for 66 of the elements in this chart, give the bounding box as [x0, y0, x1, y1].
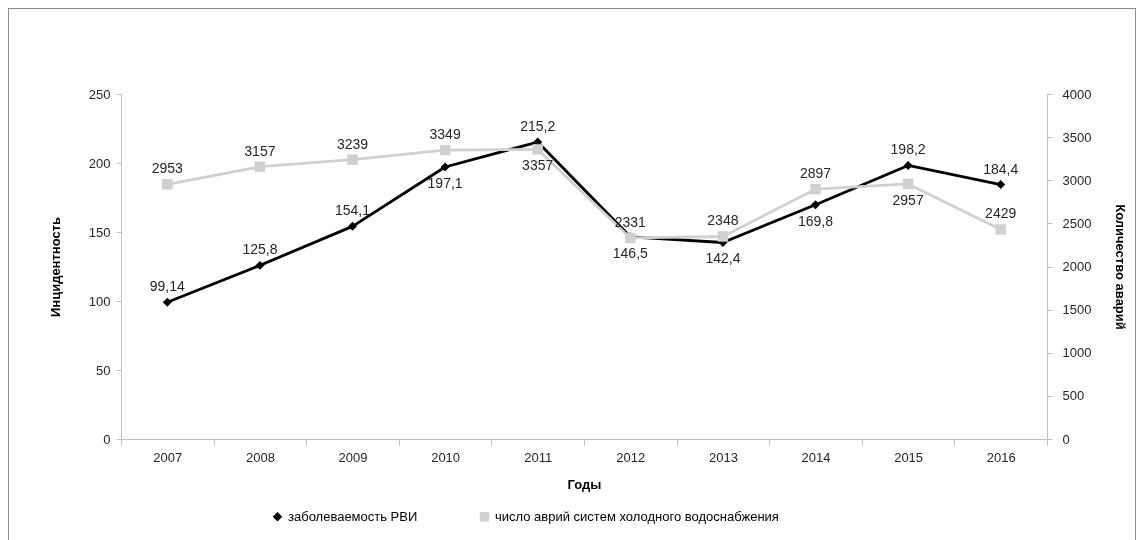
y-tick-label: 50: [96, 362, 111, 378]
y2-tick-label: 2000: [1062, 259, 1092, 274]
x-tick-label: 2007: [153, 449, 183, 465]
y-tick-label: 200: [88, 155, 111, 171]
data-label: 2429: [985, 205, 1017, 222]
x-tick-label: 2013: [708, 449, 738, 465]
data-label: 99,14: [149, 278, 186, 295]
point: [996, 180, 1006, 189]
point: [162, 179, 173, 190]
x-tick-label: 2010: [431, 449, 461, 465]
data-label: 3357: [522, 157, 554, 174]
point: [254, 161, 266, 172]
y2-tick-label: 3000: [1062, 172, 1092, 188]
data-label: 146,5: [612, 244, 649, 261]
x-tick-label: 2015: [894, 449, 924, 465]
legend-label: число аврий систем холодного водоснабжения: [495, 508, 779, 524]
point: [255, 260, 265, 270]
data-label: 2348: [707, 212, 739, 229]
data-label: 197,1: [427, 175, 463, 191]
data-label: 169,8: [797, 212, 834, 229]
data-label: 3349: [429, 126, 461, 143]
y-tick-label: 150: [88, 224, 111, 240]
y-tick-label: 0: [103, 431, 111, 447]
data-label: 125,8: [242, 241, 278, 258]
x-tick-label: 2009: [338, 449, 368, 465]
point: [903, 161, 913, 170]
y-tick-label: 100: [88, 293, 111, 309]
point: [995, 224, 1006, 235]
data-label: 2897: [799, 165, 832, 182]
y-tick-label: 250: [88, 86, 111, 102]
point: [811, 200, 820, 210]
data-label: 154,1: [334, 202, 371, 219]
data-label: 3157: [244, 142, 276, 159]
point: [348, 221, 357, 231]
point: [440, 162, 450, 172]
data-label: 184,4: [983, 160, 1019, 177]
x-tick-label: 2014: [801, 449, 831, 465]
data-label: 2331: [614, 213, 647, 230]
data-label: 142,4: [705, 250, 741, 267]
y-axis-title: Инцидентность: [47, 216, 63, 318]
data-label: 2953: [151, 160, 184, 177]
point: [162, 297, 172, 307]
y2-tick-label: 2500: [1062, 215, 1092, 231]
x-tick-label: 2016: [986, 449, 1016, 465]
point: [532, 144, 543, 155]
point: [439, 144, 451, 156]
point: [810, 183, 821, 195]
y2-tick-label: 0: [1062, 431, 1070, 447]
y2-tick-label: 1000: [1062, 345, 1092, 361]
data-label: 198,2: [890, 141, 926, 158]
x-tick-label: 2011: [524, 449, 553, 465]
point: [347, 154, 358, 165]
y2-tick-label: 4000: [1062, 86, 1092, 102]
y2-tick-label: 1500: [1062, 302, 1092, 318]
data-label: 215,2: [520, 118, 556, 135]
y2-tick-label: 500: [1062, 388, 1085, 404]
data-label: 2957: [892, 191, 924, 208]
x-axis-title: Годы: [567, 476, 602, 492]
legend-label: заболеваемость РВИ: [288, 508, 418, 524]
point: [717, 231, 729, 242]
x-tick-label: 2008: [245, 449, 275, 465]
x-tick-label: 2012: [616, 449, 646, 465]
y2-tick-label: 3500: [1062, 129, 1092, 145]
y2-axis-title: Количество аварий: [1113, 204, 1129, 330]
point: [902, 178, 914, 190]
data-label: 3239: [336, 135, 369, 152]
